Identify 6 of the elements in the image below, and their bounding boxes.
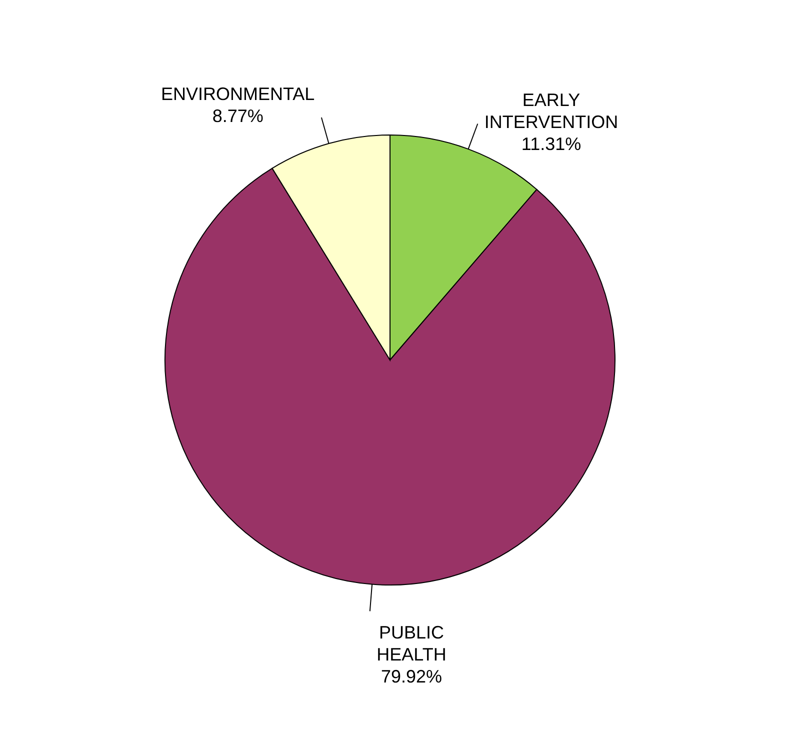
data-label: 8.77% [212, 106, 264, 126]
slice-label: PUBLIC HEALTH [376, 622, 446, 665]
slice-label: ENVIRONMENTAL [161, 84, 315, 104]
data-label: 79.92% [380, 666, 442, 687]
data-label: 11.31% [521, 134, 582, 154]
slice-label: EARLY INTERVENTION [484, 90, 618, 132]
